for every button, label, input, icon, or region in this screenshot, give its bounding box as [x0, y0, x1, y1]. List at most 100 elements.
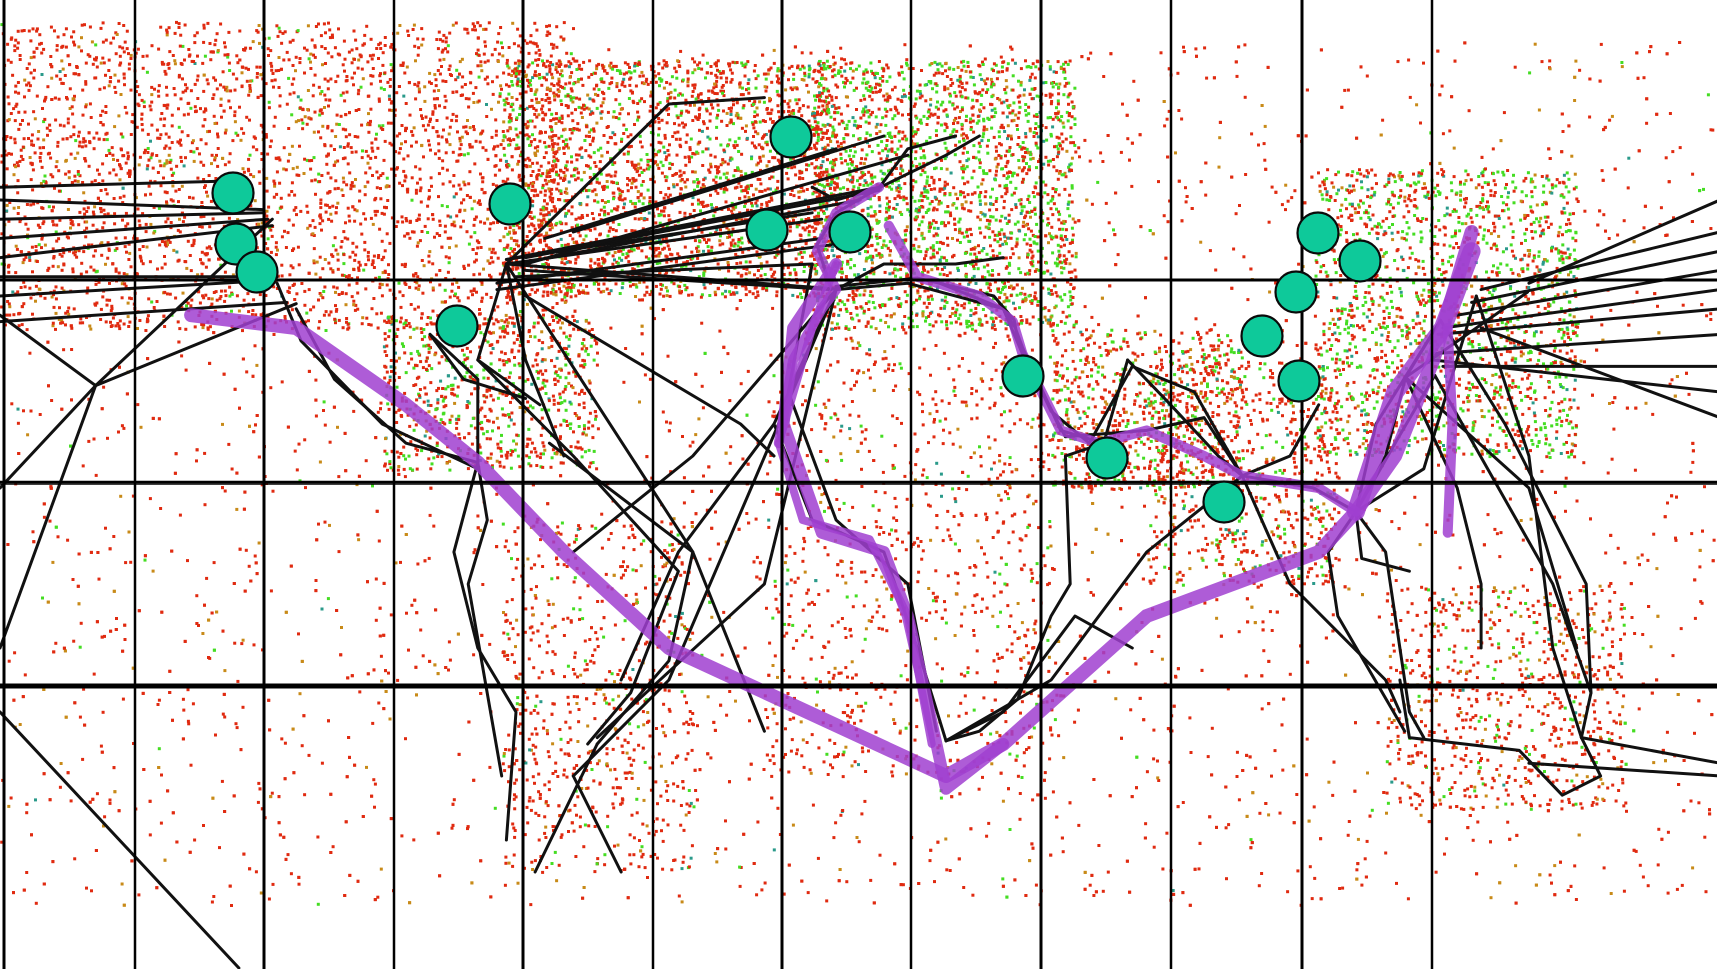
- density-cell-977: [179, 143, 183, 147]
- density-cell-134: [458, 139, 462, 143]
- density-cell-1323: [433, 235, 436, 239]
- density-cell-1045: [44, 181, 48, 185]
- density-cell-2222: [274, 241, 278, 245]
- density-cell-1351: [166, 103, 170, 107]
- density-cell-2971: [733, 61, 737, 65]
- density-cell-3803: [727, 207, 730, 211]
- density-cell-3192: [776, 104, 780, 108]
- density-cell-4316: [569, 286, 573, 290]
- density-cell-3583: [716, 171, 719, 175]
- density-cell-1050: [452, 220, 456, 224]
- density-cell-3648: [535, 88, 539, 92]
- density-cell-4060: [768, 96, 772, 100]
- density-cell-4091: [639, 158, 643, 162]
- density-cell-2647: [514, 127, 518, 131]
- density-cell-2921: [768, 129, 772, 133]
- density-cell-3453: [543, 284, 547, 288]
- density-cell-4507: [531, 184, 535, 188]
- density-cell-4764: [769, 111, 773, 115]
- density-cell-4146: [560, 134, 564, 138]
- density-cell-1109: [139, 256, 143, 260]
- density-cell-2406: [360, 123, 364, 127]
- density-cell-3699: [739, 169, 743, 173]
- density-cell-4852: [551, 200, 554, 204]
- density-cell-2859: [822, 194, 826, 198]
- density-cell-1516: [441, 166, 445, 170]
- density-cell-4767: [813, 267, 817, 271]
- density-cell-4184: [789, 193, 793, 196]
- density-cell-798: [70, 220, 74, 224]
- density-cell-4093: [574, 108, 577, 112]
- density-cell-694: [382, 255, 386, 259]
- density-cell-459: [257, 170, 261, 174]
- density-cell-1163: [537, 48, 541, 52]
- density-cell-2384: [523, 251, 527, 255]
- density-cell-4289: [575, 242, 579, 246]
- density-cell-427: [22, 302, 26, 306]
- density-cell-76: [83, 199, 87, 203]
- density-cell-144: [155, 128, 159, 132]
- density-cell-1458: [362, 212, 366, 216]
- density-cell-4198: [568, 234, 572, 237]
- density-cell-1667: [389, 45, 393, 49]
- density-cell-4162: [754, 130, 758, 134]
- density-cell-4695: [797, 195, 801, 199]
- density-cell-2663: [719, 228, 722, 232]
- density-cell-2009: [105, 298, 109, 302]
- density-cell-2105: [265, 214, 269, 218]
- density-cell-2469: [118, 327, 122, 331]
- density-cell-1437: [470, 145, 474, 149]
- density-cell-2109: [163, 255, 166, 258]
- density-cell-3410: [639, 166, 643, 170]
- density-cell-2466: [473, 162, 477, 166]
- density-cell-1210: [307, 319, 310, 323]
- density-cell-254: [240, 127, 244, 131]
- density-cell-1595: [38, 225, 42, 229]
- density-cell-4857: [739, 274, 743, 278]
- density-cell-132: [199, 160, 203, 164]
- density-cell-2944: [752, 126, 756, 130]
- density-cell-39: [323, 77, 327, 81]
- density-cell-4669: [599, 146, 603, 150]
- density-cell-3624: [690, 250, 694, 254]
- density-cell-4906: [635, 285, 639, 289]
- density-cell-2673: [580, 214, 584, 217]
- density-cell-1662: [32, 55, 36, 59]
- density-cell-1613: [109, 41, 113, 45]
- density-cell-1021: [512, 42, 516, 46]
- density-cell-4656: [669, 252, 673, 256]
- density-cell-1850: [452, 195, 456, 199]
- density-cell-2494: [38, 156, 42, 159]
- density-cell-4152: [622, 132, 626, 135]
- density-cell-2383: [455, 114, 459, 118]
- density-cell-2344: [111, 316, 115, 320]
- density-cell-1867: [345, 320, 348, 324]
- density-cell-1748: [564, 243, 568, 247]
- density-cell-790: [84, 82, 88, 86]
- density-cell-1780: [82, 207, 86, 211]
- density-cell-1588: [114, 324, 118, 328]
- density-cell-1967: [446, 236, 450, 240]
- density-cell-4564: [564, 138, 568, 142]
- density-cell-1211: [258, 41, 261, 45]
- density-cell-4287: [606, 140, 610, 144]
- density-cell-1432: [378, 286, 382, 290]
- density-cell-2513: [85, 220, 89, 224]
- density-cell-1718: [472, 199, 476, 203]
- density-cell-907: [82, 137, 86, 141]
- density-cell-2544: [16, 46, 20, 50]
- density-cell-4191: [548, 87, 552, 91]
- density-cell-554: [57, 317, 61, 321]
- density-cell-2661: [626, 177, 630, 180]
- density-cell-141: [196, 74, 200, 78]
- density-cell-660: [454, 244, 458, 248]
- density-cell-200: [296, 245, 300, 249]
- density-cell-2467: [129, 265, 133, 269]
- density-cell-1091: [278, 181, 282, 185]
- density-cell-4297: [818, 82, 821, 85]
- density-cell-4835: [645, 285, 649, 289]
- density-cell-3225: [796, 295, 800, 299]
- density-cell-614: [209, 199, 213, 203]
- density-cell-1483: [117, 114, 121, 118]
